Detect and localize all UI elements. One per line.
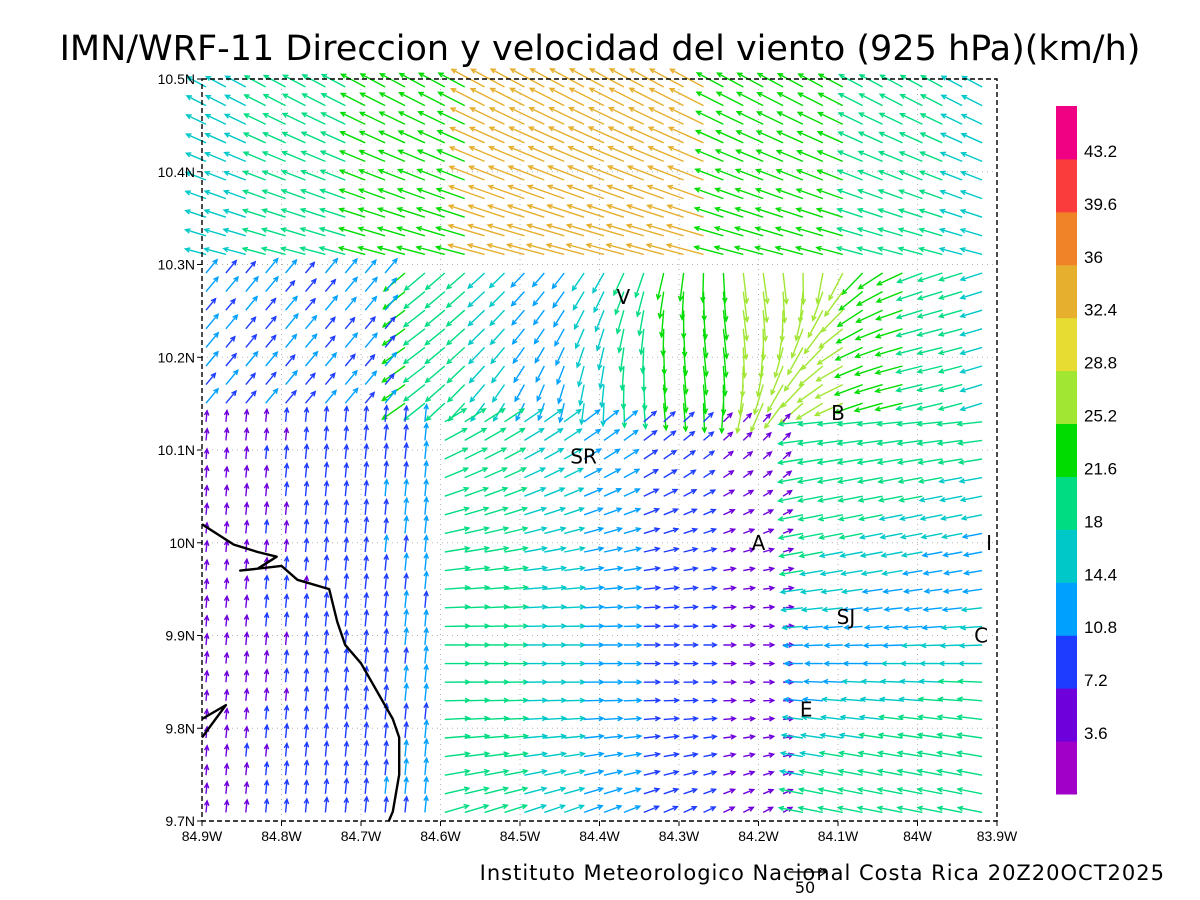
colorbar-segment xyxy=(1056,424,1077,477)
x-tick-label: 84.7W xyxy=(341,828,382,844)
y-tick-label: 10.1N xyxy=(158,442,195,458)
y-tick-label: 9.8N xyxy=(165,720,195,736)
x-tick-label: 84.4W xyxy=(579,828,620,844)
colorbar-label: 28.8 xyxy=(1084,354,1117,373)
colorbar-label: 25.2 xyxy=(1084,407,1117,426)
y-tick-label: 9.9N xyxy=(165,628,195,644)
map-title: IMN/WRF-11 Direccion y velocidad del vie… xyxy=(60,29,1141,69)
y-tick-label: 9.7N xyxy=(165,813,195,829)
colorbar-segment xyxy=(1056,159,1077,212)
city-label: C xyxy=(974,624,988,648)
colorbar-label: 18 xyxy=(1084,512,1103,531)
y-tick-label: 10.4N xyxy=(158,164,195,180)
colorbar-segment xyxy=(1056,265,1077,318)
colorbar-label: 14.4 xyxy=(1084,565,1117,584)
x-tick-label: 84.1W xyxy=(818,828,859,844)
x-tick-label: 84.2W xyxy=(738,828,779,844)
city-label: I xyxy=(986,531,992,555)
reference-arrow-label: 50 xyxy=(795,878,815,897)
colorbar-segment xyxy=(1056,318,1077,371)
city-label: E xyxy=(800,698,813,722)
y-tick-label: 10.2N xyxy=(158,349,195,365)
city-label: SJ xyxy=(837,605,856,629)
x-tick-label: 83.9W xyxy=(977,828,1018,844)
footer-credit: Instituto Meteorologico Nacional Costa R… xyxy=(480,861,1165,885)
colorbar-segment xyxy=(1056,371,1077,424)
colorbar-segment xyxy=(1056,476,1077,529)
y-tick-label: 10.3N xyxy=(158,257,195,273)
colorbar-segment xyxy=(1056,106,1077,159)
x-tick-label: 84.6W xyxy=(420,828,461,844)
colorbar-label: 43.2 xyxy=(1084,142,1117,161)
colorbar-segment xyxy=(1056,635,1077,688)
y-tick-label: 10.5N xyxy=(158,71,195,87)
colorbar-segment xyxy=(1056,582,1077,635)
colorbar-label: 36 xyxy=(1084,248,1103,267)
colorbar-label: 10.8 xyxy=(1084,618,1117,637)
city-label: V xyxy=(617,285,631,309)
x-tick-label: 84.8W xyxy=(261,828,302,844)
x-tick-label: 84.5W xyxy=(500,828,541,844)
city-label: A xyxy=(752,531,766,555)
colorbar-label: 39.6 xyxy=(1084,195,1117,214)
x-tick-label: 84.9W xyxy=(182,828,223,844)
x-tick-label: 84.3W xyxy=(659,828,700,844)
colorbar-segment xyxy=(1056,212,1077,265)
colorbar-label: 21.6 xyxy=(1084,459,1117,478)
colorbar-segment xyxy=(1056,688,1077,741)
colorbar-segment xyxy=(1056,529,1077,582)
colorbar-label: 32.4 xyxy=(1084,301,1117,320)
y-tick-label: 10N xyxy=(169,535,195,551)
colorbar-label: 3.6 xyxy=(1084,724,1108,743)
x-tick-label: 84W xyxy=(903,828,933,844)
city-label: B xyxy=(831,401,845,425)
city-label: SR xyxy=(570,444,597,468)
colorbar-label: 7.2 xyxy=(1084,671,1108,690)
colorbar-segment xyxy=(1056,741,1077,794)
